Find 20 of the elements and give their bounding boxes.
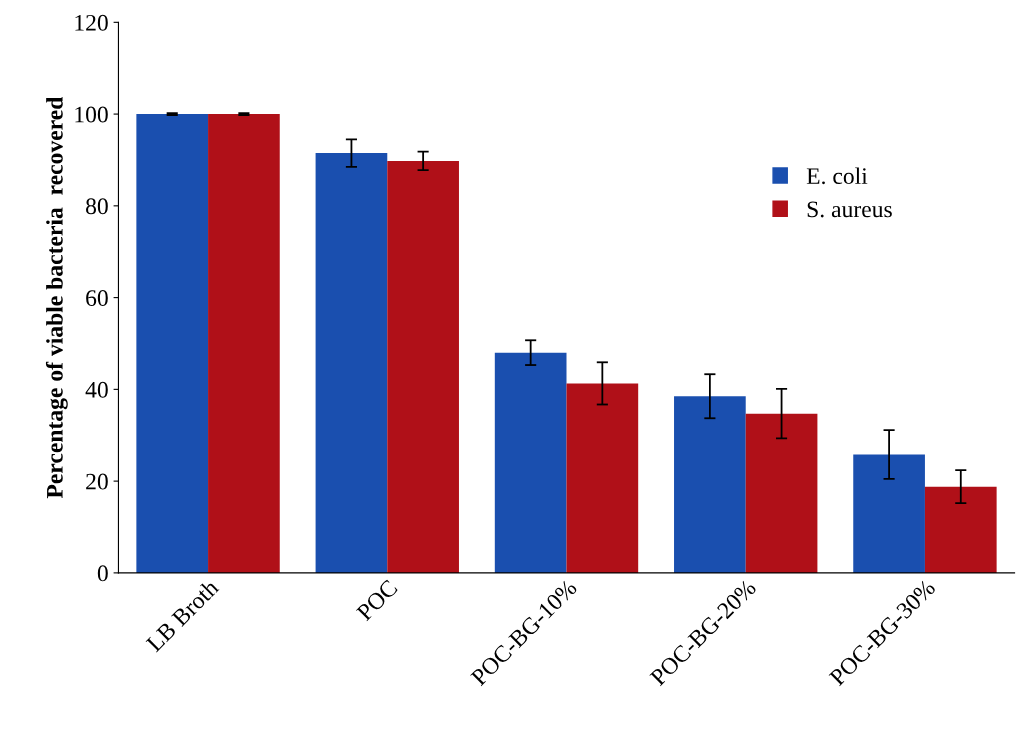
y-tick-label: 120 — [75, 14, 108, 31]
y-tick-label: 80 — [86, 198, 108, 215]
y-tick-label: 60 — [86, 290, 108, 307]
bar — [853, 454, 925, 573]
y-axis-title: Percentage of viable bacteria recovered — [45, 96, 68, 499]
bar — [674, 396, 746, 573]
y-tick-label: 0 — [97, 565, 108, 582]
bar — [208, 114, 280, 573]
bar — [924, 486, 997, 573]
bar — [566, 383, 639, 573]
bar — [136, 114, 209, 573]
bar — [494, 352, 567, 573]
bar — [387, 160, 459, 573]
legend-label: S. aureus — [807, 201, 892, 218]
y-tick-label: 40 — [85, 381, 108, 398]
legend-label: E. coli — [806, 167, 868, 185]
y-tick-label: 20 — [86, 473, 108, 490]
bar — [315, 153, 388, 573]
bar — [745, 413, 818, 573]
y-tick-label: 100 — [75, 106, 108, 123]
